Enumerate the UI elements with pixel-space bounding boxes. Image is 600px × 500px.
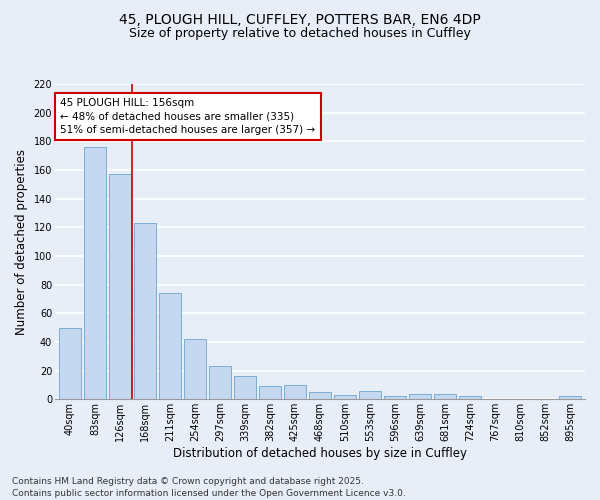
Bar [460,396,481,400]
Bar [259,386,281,400]
Bar [310,392,331,400]
Text: 45 PLOUGH HILL: 156sqm
← 48% of detached houses are smaller (335)
51% of semi-de: 45 PLOUGH HILL: 156sqm ← 48% of detached… [60,98,316,134]
Y-axis label: Number of detached properties: Number of detached properties [15,148,28,334]
Bar [434,394,455,400]
Bar [59,328,80,400]
Bar [235,376,256,400]
Bar [134,223,155,400]
Bar [209,366,230,400]
X-axis label: Distribution of detached houses by size in Cuffley: Distribution of detached houses by size … [173,447,467,460]
Bar [334,395,356,400]
Bar [409,394,431,400]
Text: Contains HM Land Registry data © Crown copyright and database right 2025.
Contai: Contains HM Land Registry data © Crown c… [12,476,406,498]
Bar [385,396,406,400]
Bar [109,174,131,400]
Bar [284,385,305,400]
Bar [160,293,181,400]
Text: Size of property relative to detached houses in Cuffley: Size of property relative to detached ho… [129,28,471,40]
Bar [359,390,380,400]
Bar [559,396,581,400]
Bar [85,147,106,400]
Text: 45, PLOUGH HILL, CUFFLEY, POTTERS BAR, EN6 4DP: 45, PLOUGH HILL, CUFFLEY, POTTERS BAR, E… [119,12,481,26]
Bar [184,339,206,400]
